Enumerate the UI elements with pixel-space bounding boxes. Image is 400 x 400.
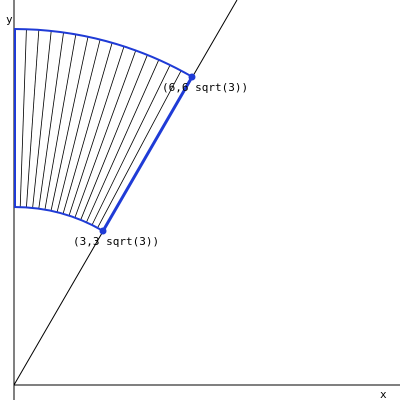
hatch-line [33,31,52,208]
hatch-line [26,30,38,208]
hatch-lines [14,29,192,231]
lower-point-label: (3,3 sqrt(3)) [73,235,159,248]
hatch-line [39,32,64,208]
x-axis-label: x [380,388,387,400]
hatch-line [20,29,26,207]
upper-point-label: (6,6 sqrt(3)) [162,81,248,94]
lower-point [100,228,107,235]
hatch-line [98,71,182,228]
hatch-line [51,37,88,211]
slant-boundary [103,77,192,231]
outer-arc [14,29,192,77]
hatch-line [81,55,148,220]
hatch-line [45,34,76,209]
inner-arc [14,207,103,231]
hatch-line [92,65,170,225]
hatch-line [63,43,112,214]
upper-point [189,74,196,81]
y-axis-label: y [6,13,13,26]
